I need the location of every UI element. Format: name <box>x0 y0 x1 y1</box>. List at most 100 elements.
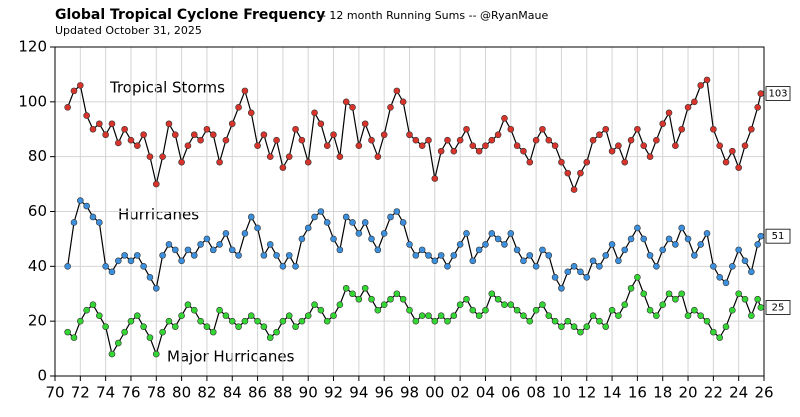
data-point <box>317 306 325 314</box>
data-point <box>437 312 445 319</box>
y-tick-label: 80 <box>28 147 47 165</box>
data-point <box>203 323 211 330</box>
chart-subtitle: -- 12 month Running Sums -- @RyanMaue <box>318 9 548 22</box>
data-point <box>197 317 204 325</box>
data-point <box>437 147 445 155</box>
data-point <box>399 219 407 226</box>
data-point <box>627 235 635 243</box>
data-point <box>615 257 622 265</box>
data-point <box>412 136 420 144</box>
data-point <box>526 158 534 166</box>
data-point <box>406 306 413 314</box>
data-point <box>520 312 527 319</box>
data-point <box>216 241 223 248</box>
data-point <box>640 290 648 298</box>
x-tick-label: 88 <box>273 384 292 402</box>
data-point <box>672 142 679 149</box>
data-point <box>298 235 306 243</box>
data-point <box>89 301 97 309</box>
data-point <box>317 120 325 128</box>
data-point <box>716 273 723 281</box>
data-point <box>469 257 477 265</box>
data-point <box>469 306 477 314</box>
data-point <box>209 131 217 139</box>
data-point <box>488 136 496 144</box>
data-point <box>279 263 287 270</box>
data-point <box>292 323 299 330</box>
data-point <box>570 186 578 193</box>
data-point <box>431 175 439 182</box>
x-tick-label: 96 <box>375 384 394 402</box>
data-point <box>691 98 698 106</box>
data-point <box>190 252 198 259</box>
data-point <box>178 158 185 166</box>
data-point <box>342 284 350 292</box>
data-point <box>273 136 280 144</box>
data-point <box>551 317 559 325</box>
data-point <box>355 230 363 237</box>
data-point <box>399 98 407 106</box>
data-point <box>83 202 90 210</box>
data-point <box>279 317 287 325</box>
x-tick-label: 08 <box>527 384 546 402</box>
data-point <box>184 142 192 149</box>
data-point <box>222 230 230 237</box>
data-point <box>380 301 388 309</box>
data-point <box>70 219 78 226</box>
x-tick-label: 06 <box>501 384 520 402</box>
data-point <box>431 257 439 265</box>
data-point <box>608 306 616 314</box>
data-point <box>304 224 312 232</box>
data-point <box>456 301 464 309</box>
data-point <box>570 323 578 330</box>
data-point <box>260 323 268 330</box>
plot-frame <box>54 46 765 377</box>
data-point <box>83 112 90 119</box>
data-point <box>127 136 135 144</box>
data-point <box>330 131 337 139</box>
data-point <box>634 273 641 281</box>
data-point <box>577 268 584 276</box>
data-point <box>697 82 704 89</box>
data-point <box>102 131 109 139</box>
data-point <box>665 290 673 298</box>
data-point <box>564 268 572 276</box>
data-point <box>393 87 401 95</box>
data-point <box>115 139 122 147</box>
data-point <box>241 87 249 95</box>
data-point <box>634 125 641 133</box>
data-point <box>184 246 192 254</box>
data-point <box>665 109 673 117</box>
data-point <box>501 114 508 122</box>
data-point <box>545 136 553 144</box>
data-point <box>691 252 698 259</box>
update-note: Updated October 31, 2025 <box>55 24 202 37</box>
data-point <box>203 125 211 133</box>
data-point <box>735 290 742 298</box>
data-point <box>387 295 394 303</box>
data-point <box>602 252 610 259</box>
data-point <box>425 312 432 319</box>
data-point <box>152 284 160 292</box>
data-point <box>311 213 318 221</box>
data-point <box>634 224 641 232</box>
data-point <box>342 98 350 106</box>
data-point <box>754 104 761 111</box>
data-point <box>444 317 451 325</box>
data-point <box>589 257 597 265</box>
data-point <box>425 252 432 259</box>
data-point <box>108 268 116 276</box>
data-point <box>260 252 268 259</box>
data-point <box>526 252 534 259</box>
data-point <box>482 306 489 314</box>
data-point <box>757 304 765 311</box>
x-tick-label: 74 <box>96 384 115 402</box>
data-point <box>456 136 464 144</box>
x-tick-label: 78 <box>147 384 166 402</box>
x-tick-label: 00 <box>425 384 444 402</box>
data-point <box>89 125 97 133</box>
data-point <box>285 312 293 319</box>
data-point <box>621 158 629 166</box>
x-tick-label: 94 <box>349 384 368 402</box>
data-point <box>349 219 356 226</box>
